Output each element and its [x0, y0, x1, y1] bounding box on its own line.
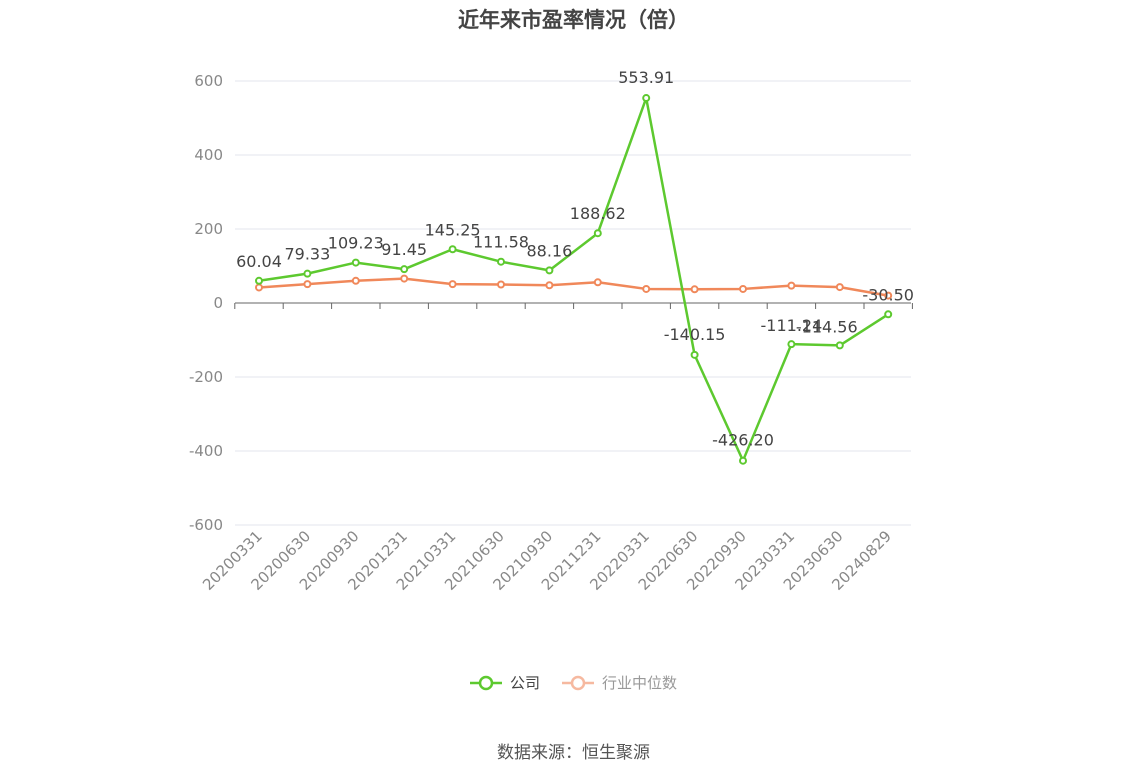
- point-industry: [884, 291, 893, 300]
- data-label-company: -30.50: [862, 285, 914, 304]
- source-note: 数据来源：恒生聚源: [497, 743, 650, 763]
- series-lines: [255, 94, 893, 465]
- point-industry: [642, 284, 651, 293]
- point-industry: [787, 281, 796, 290]
- point-industry: [351, 276, 360, 285]
- data-label-company: -114.56: [796, 317, 858, 336]
- point-company: [787, 340, 796, 349]
- point-company: [497, 257, 505, 266]
- series-line-industry: [258, 277, 889, 297]
- legend-label-industry: 行业中位数: [602, 674, 678, 692]
- grid-lines: [235, 80, 911, 526]
- legend-item-company[interactable]: 公司: [469, 672, 540, 693]
- point-company: [884, 310, 893, 319]
- point-industry: [545, 281, 554, 290]
- data-label-company: 88.16: [526, 241, 572, 260]
- point-industry: [690, 285, 699, 294]
- x-axis-ticks: 2020033120200630202009302020123120210331…: [199, 527, 895, 594]
- data-label-company: 111.58: [473, 233, 529, 252]
- point-industry: [255, 283, 263, 292]
- point-company: [593, 229, 602, 238]
- point-company: [255, 276, 263, 285]
- y-axis-ticks: 600 400 200 0 -200 -400 -600: [189, 72, 223, 534]
- data-label-company: 188.62: [570, 204, 626, 223]
- point-industry: [400, 274, 409, 283]
- legend-item-industry[interactable]: 行业中位数: [562, 672, 677, 693]
- y-tick-label: 0: [213, 294, 223, 312]
- point-company: [303, 269, 312, 278]
- point-company: [835, 341, 844, 350]
- chart-plot: 600 400 200 0 -200 -400 -600 20200331202006302…: [189, 68, 914, 594]
- data-label-company: 145.25: [425, 220, 481, 239]
- point-industry: [593, 278, 602, 287]
- point-company: [545, 266, 554, 275]
- legend-marker-industry: [562, 675, 594, 690]
- point-company: [351, 258, 360, 267]
- legend-label-company: 公司: [509, 674, 540, 692]
- chart-title: 近年来市盈率情况（倍）: [458, 8, 689, 32]
- point-company: [642, 94, 651, 103]
- legend: 公司 行业中位数: [0, 672, 1147, 693]
- point-company: [448, 245, 457, 254]
- point-industry: [835, 283, 844, 292]
- data-label-company: -140.15: [664, 325, 726, 344]
- point-industry: [448, 280, 457, 289]
- point-company: [400, 265, 409, 274]
- point-company: [739, 456, 747, 465]
- y-tick-label: 400: [194, 146, 223, 164]
- y-tick-label: -400: [189, 442, 223, 460]
- data-label-company: 553.91: [618, 68, 674, 87]
- y-tick-label: -200: [189, 368, 223, 386]
- data-label-company: 79.33: [284, 245, 330, 264]
- data-label-company: 60.04: [236, 252, 282, 271]
- point-industry: [739, 284, 747, 293]
- data-label-company: 109.23: [328, 234, 384, 253]
- data-label-company: 91.45: [381, 240, 427, 259]
- data-label-company: -426.20: [712, 431, 774, 450]
- series-line-company: [258, 96, 889, 462]
- point-company: [690, 350, 699, 359]
- y-tick-label: 600: [194, 72, 223, 90]
- x-axis: [234, 302, 913, 309]
- y-tick-label: 200: [194, 220, 223, 238]
- point-industry: [497, 280, 505, 289]
- data-label-company: -111.24: [761, 316, 823, 335]
- point-industry: [303, 280, 312, 289]
- y-tick-label: -600: [189, 516, 223, 534]
- legend-marker-company: [469, 675, 502, 690]
